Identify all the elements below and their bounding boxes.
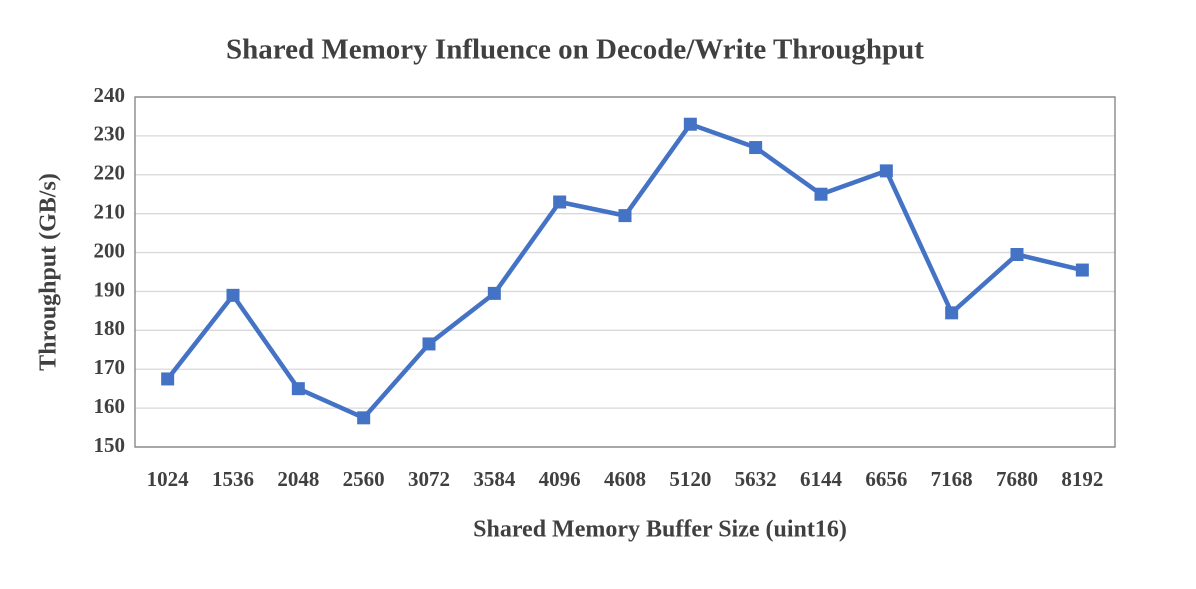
- data-point: [1075, 263, 1089, 277]
- y-tick-label: 230: [94, 122, 126, 146]
- data-point: [487, 286, 501, 300]
- data-point: [1010, 248, 1024, 261]
- y-tick-label: 220: [94, 161, 126, 185]
- x-tick-label: 8192: [1061, 467, 1103, 491]
- x-tick-label: 5632: [735, 467, 777, 491]
- y-tick-label: 240: [94, 83, 126, 107]
- y-tick-label: 180: [94, 316, 126, 340]
- x-axis-label: Shared Memory Buffer Size (uint16): [473, 517, 847, 543]
- data-point: [357, 411, 371, 425]
- x-tick-label: 1024: [147, 467, 190, 491]
- x-tick-label: 5120: [669, 467, 711, 491]
- y-tick-label: 210: [94, 199, 126, 223]
- data-point: [422, 337, 436, 351]
- y-tick-label: 160: [94, 394, 126, 418]
- x-tick-label: 4608: [604, 467, 646, 491]
- data-point: [291, 382, 305, 396]
- x-tick-label: 3072: [408, 467, 450, 491]
- y-tick-label: 150: [94, 433, 126, 457]
- plot-border: [134, 96, 1116, 448]
- x-tick-label: 6144: [800, 467, 843, 491]
- data-point: [879, 164, 893, 178]
- x-tick-label: 2560: [343, 467, 385, 491]
- data-point: [226, 288, 240, 302]
- x-tick-label: 7680: [996, 467, 1038, 491]
- y-tick-label: 170: [94, 355, 126, 379]
- chart-title: Shared Memory Influence on Decode/Write …: [226, 34, 924, 66]
- data-point: [553, 195, 567, 209]
- data-point: [945, 306, 959, 320]
- x-tick-label: 4096: [539, 467, 581, 491]
- x-tick-label: 1536: [212, 467, 254, 491]
- x-tick-label: 7168: [931, 467, 973, 491]
- y-tick-label: 200: [94, 238, 126, 262]
- data-point: [161, 372, 175, 386]
- data-point: [814, 187, 828, 201]
- x-tick-label: 3584: [473, 467, 516, 491]
- x-tick-label: 2048: [277, 467, 319, 491]
- data-point: [618, 209, 632, 223]
- y-tick-label: 190: [94, 277, 126, 301]
- data-point: [683, 117, 697, 131]
- y-axis-label: Throughput (GB/s): [36, 173, 62, 371]
- x-tick-label: 6656: [865, 467, 907, 491]
- data-point: [749, 141, 763, 155]
